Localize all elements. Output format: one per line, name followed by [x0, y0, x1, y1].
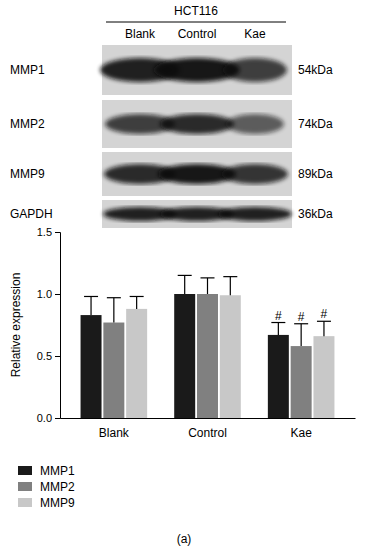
bar	[81, 315, 102, 418]
blot-background	[102, 152, 292, 196]
error-bar	[178, 275, 192, 294]
y-tick: 1.5	[37, 226, 60, 238]
error-cap	[178, 275, 192, 276]
error-cap	[223, 276, 237, 277]
error-stem	[207, 278, 208, 294]
significance-mark: #	[275, 309, 282, 323]
error-bar	[271, 323, 285, 335]
lane-label: Kae	[244, 27, 266, 41]
y-tick-label: 1.5	[37, 226, 52, 238]
x-tick: Control	[188, 418, 227, 440]
significance-mark: #	[298, 310, 305, 324]
size-label: 74kDa	[298, 117, 333, 131]
bar	[268, 335, 289, 418]
error-cap	[84, 296, 98, 297]
y-tick-mark	[55, 356, 60, 357]
lane-label: Blank	[125, 27, 156, 41]
y-axis-title: Relative expression	[9, 273, 23, 378]
significance-mark: #	[321, 307, 328, 321]
y-tick: 1.0	[37, 288, 60, 300]
y-tick-label: 1.0	[37, 288, 52, 300]
size-label: 36kDa	[298, 207, 333, 221]
bar	[197, 294, 218, 418]
plot-area	[81, 275, 335, 418]
protein-label: MMP1	[10, 63, 45, 77]
y-tick-mark	[55, 418, 60, 419]
error-stem	[90, 296, 91, 315]
error-stem	[301, 324, 302, 346]
blot-band	[160, 114, 234, 134]
error-cap	[130, 296, 144, 297]
error-stem	[323, 321, 324, 336]
y-axis-line	[55, 233, 61, 419]
blot-background	[102, 100, 292, 148]
protein-label: GAPDH	[10, 207, 53, 221]
legend-swatch	[18, 482, 32, 491]
protein-label: MMP9	[10, 167, 45, 181]
error-stem	[278, 323, 279, 335]
blot-band	[226, 114, 284, 134]
y-tick-mark	[55, 232, 60, 233]
lane-label: Control	[178, 27, 217, 41]
caption: (a)	[177, 532, 192, 546]
header-rule	[106, 22, 286, 23]
x-tick-label: Control	[188, 426, 227, 440]
error-bar	[294, 324, 308, 346]
error-cap	[201, 277, 215, 278]
bar	[174, 294, 195, 418]
blot-band	[218, 207, 292, 221]
blot-background	[102, 200, 292, 228]
x-axis-line	[61, 418, 356, 419]
blot-strip	[102, 200, 292, 228]
blot-strip	[102, 100, 292, 148]
error-bar	[130, 296, 144, 308]
bar	[313, 336, 334, 418]
error-bar	[84, 296, 98, 315]
legend-swatch	[18, 498, 32, 507]
x-tick: Kae	[290, 418, 312, 440]
y-tick-mark	[55, 294, 60, 295]
error-stem	[230, 277, 231, 296]
size-label: 54kDa	[298, 63, 333, 77]
legend-label: MMP1	[40, 464, 75, 478]
size-label: 89kDa	[298, 167, 333, 181]
y-tick: 0.0	[37, 412, 60, 424]
legend-label: MMP2	[40, 480, 75, 494]
blot-band	[223, 58, 287, 82]
x-tick: Blank	[99, 418, 130, 440]
error-bar	[223, 277, 237, 296]
error-bar	[107, 298, 121, 323]
legend: MMP1 MMP2 MMP9	[18, 464, 75, 510]
x-tick-label: Blank	[99, 426, 130, 440]
y-tick: 0.5	[37, 350, 60, 362]
cell-line: HCT116	[174, 4, 218, 18]
error-stem	[184, 275, 185, 294]
bar	[103, 323, 124, 418]
y-tick-label: 0.0	[37, 412, 52, 424]
error-stem	[136, 296, 137, 308]
blot-band	[222, 164, 288, 184]
bar	[220, 295, 241, 418]
error-bar	[201, 278, 215, 294]
figure: HCT116 Blank Control Kae MMP1 54kDa MMP2 74kDa M…	[0, 0, 367, 552]
x-tick-label: Kae	[290, 426, 312, 440]
error-cap	[107, 297, 121, 298]
legend-swatch	[18, 466, 32, 475]
bar	[126, 309, 147, 418]
protein-label: MMP2	[10, 117, 45, 131]
y-axis: 0.0 0.5 1.0 1.5	[37, 226, 61, 424]
blot-strip	[102, 152, 292, 196]
error-stem	[113, 298, 114, 323]
error-bar	[317, 321, 331, 336]
bar	[291, 346, 312, 418]
y-tick-label: 0.5	[37, 350, 52, 362]
x-axis: Blank Control Kae	[61, 418, 356, 440]
blot-strip	[100, 45, 292, 95]
legend-label: MMP9	[40, 496, 75, 510]
